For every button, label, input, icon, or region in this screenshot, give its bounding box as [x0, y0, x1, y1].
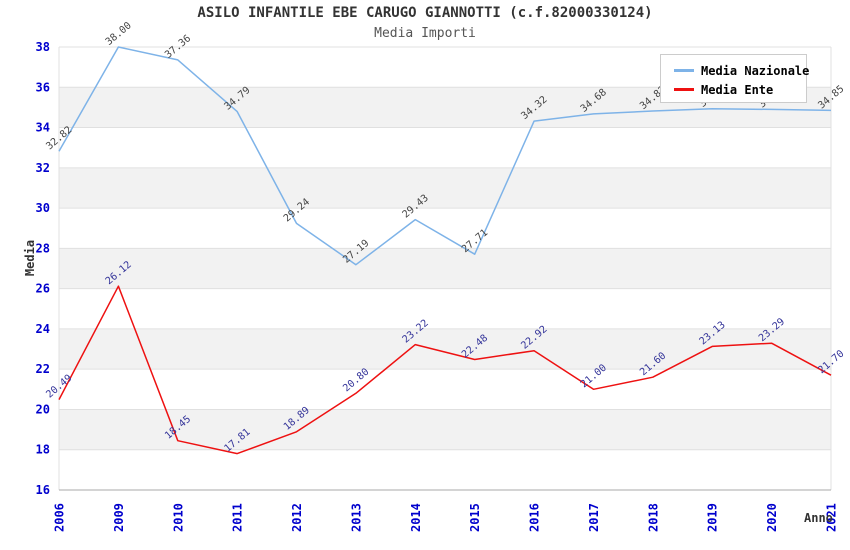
chart-subtitle: Media Importi — [374, 26, 476, 41]
y-tick-label: 16 — [36, 483, 50, 497]
y-tick-label: 30 — [36, 201, 50, 215]
y-tick-label: 22 — [36, 362, 50, 376]
legend-item-media-ente: Media Ente — [674, 82, 806, 97]
legend-item-media-nazionale: Media Nazionale — [674, 63, 810, 78]
x-tick-label: 2006 — [53, 503, 67, 532]
y-tick-label: 24 — [36, 322, 50, 336]
plot-band — [59, 328, 831, 370]
y-tick-label: 18 — [36, 443, 50, 457]
legend: Media Nazionale Media Ente — [660, 54, 810, 103]
x-tick-label: 2009 — [112, 503, 126, 532]
y-tick-label: 26 — [36, 282, 50, 296]
x-tick-label: 2013 — [349, 503, 363, 532]
legend-line-swatch-ente — [674, 88, 694, 91]
legend-line-swatch-nazionale — [674, 69, 694, 72]
series-line-nazionale — [58, 46, 832, 266]
x-tick-label: 2014 — [409, 503, 423, 532]
plot-band — [59, 248, 831, 289]
x-tick-label: 2019 — [706, 503, 720, 532]
x-tick-label: 2020 — [765, 503, 779, 532]
y-tick-label: 20 — [36, 402, 50, 416]
x-tick-label: 2016 — [528, 503, 542, 532]
y-tick-label: 32 — [36, 161, 50, 175]
chart-title: ASILO INFANTILE EBE CARUGO GIANNOTTI (c.… — [197, 5, 653, 21]
y-tick-label: 36 — [36, 80, 50, 94]
x-tick-label: 2018 — [646, 503, 660, 532]
x-tick-label: 2010 — [171, 503, 185, 532]
x-axis-title: Anno — [804, 511, 833, 525]
x-tick-label: 2021 — [825, 503, 839, 532]
legend-label-nazionale: Media Nazionale — [701, 63, 810, 78]
legend-label-ente: Media Ente — [701, 82, 774, 97]
x-tick-label: 2015 — [468, 503, 482, 532]
x-tick-label: 2011 — [231, 503, 245, 532]
series-line-ente — [58, 285, 832, 455]
x-tick-label: 2012 — [290, 503, 304, 532]
y-tick-label: 38 — [36, 40, 50, 54]
y-tick-label: 28 — [36, 241, 50, 255]
plot-band — [59, 167, 831, 209]
y-axis-title: Media — [23, 239, 37, 277]
y-tick-label: 34 — [36, 121, 50, 135]
data-point-label: 20.80 — [341, 367, 371, 395]
x-tick-label: 2017 — [587, 503, 601, 532]
data-point-label: 38.00 — [104, 20, 134, 48]
